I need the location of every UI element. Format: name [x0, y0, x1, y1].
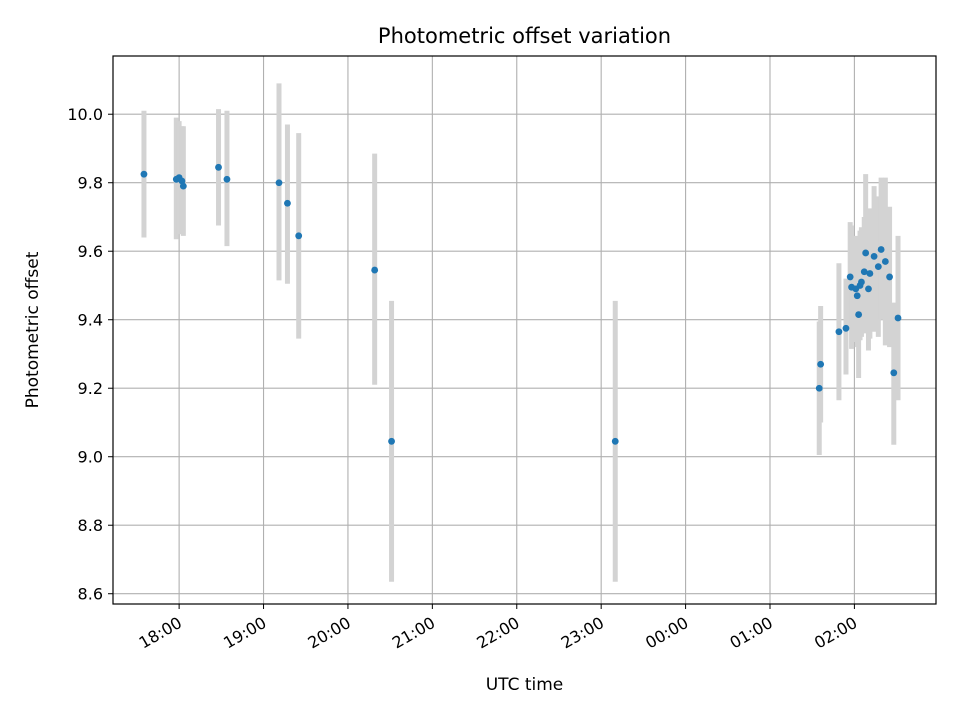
- y-tick-label: 9.2: [78, 379, 103, 398]
- data-point: [223, 175, 231, 183]
- data-point: [842, 324, 850, 332]
- data-point: [881, 258, 889, 265]
- data-point: [284, 199, 291, 207]
- y-tick-label: 9.6: [78, 242, 103, 261]
- data-point: [862, 249, 870, 257]
- data-point: [817, 360, 825, 368]
- data-point: [388, 437, 395, 445]
- data-point: [846, 273, 854, 281]
- chart-title: Photometric offset variation: [378, 24, 671, 48]
- data-point: [877, 246, 885, 253]
- data-point: [815, 384, 823, 392]
- grid: [113, 56, 936, 604]
- y-tick-label: 8.8: [78, 516, 103, 535]
- data-point: [179, 182, 187, 190]
- y-axis: 8.6 8.8 9.0 9.2 9.4 9.6 9.8 10.0: [67, 105, 113, 604]
- data-point: [866, 270, 874, 277]
- data-point: [894, 314, 902, 322]
- data-point: [835, 328, 843, 336]
- data-point: [295, 232, 303, 240]
- y-tick-label: 9.4: [78, 311, 103, 330]
- plot-frame: [112, 55, 937, 605]
- data-point: [140, 170, 148, 178]
- y-axis-label: Photometric offset: [23, 251, 43, 408]
- data-point: [275, 179, 283, 187]
- data-point: [870, 252, 878, 260]
- data-point: [853, 292, 861, 300]
- data-point: [860, 268, 868, 276]
- data-point: [886, 273, 893, 281]
- x-axis-label: UTC time: [486, 675, 564, 695]
- data-point: [178, 177, 186, 185]
- y-tick-label: 9.0: [78, 448, 103, 467]
- y-tick-label: 8.6: [78, 585, 103, 604]
- data-point: [858, 278, 865, 286]
- data-points: [140, 163, 902, 445]
- data-point: [890, 369, 898, 377]
- data-point: [855, 311, 863, 318]
- y-tick-label: 9.8: [78, 174, 103, 193]
- data-point: [371, 266, 379, 274]
- data-point: [865, 285, 872, 293]
- data-point: [874, 263, 882, 271]
- y-tick-label: 10.0: [67, 105, 103, 124]
- data-point: [215, 163, 222, 171]
- data-point: [611, 437, 619, 445]
